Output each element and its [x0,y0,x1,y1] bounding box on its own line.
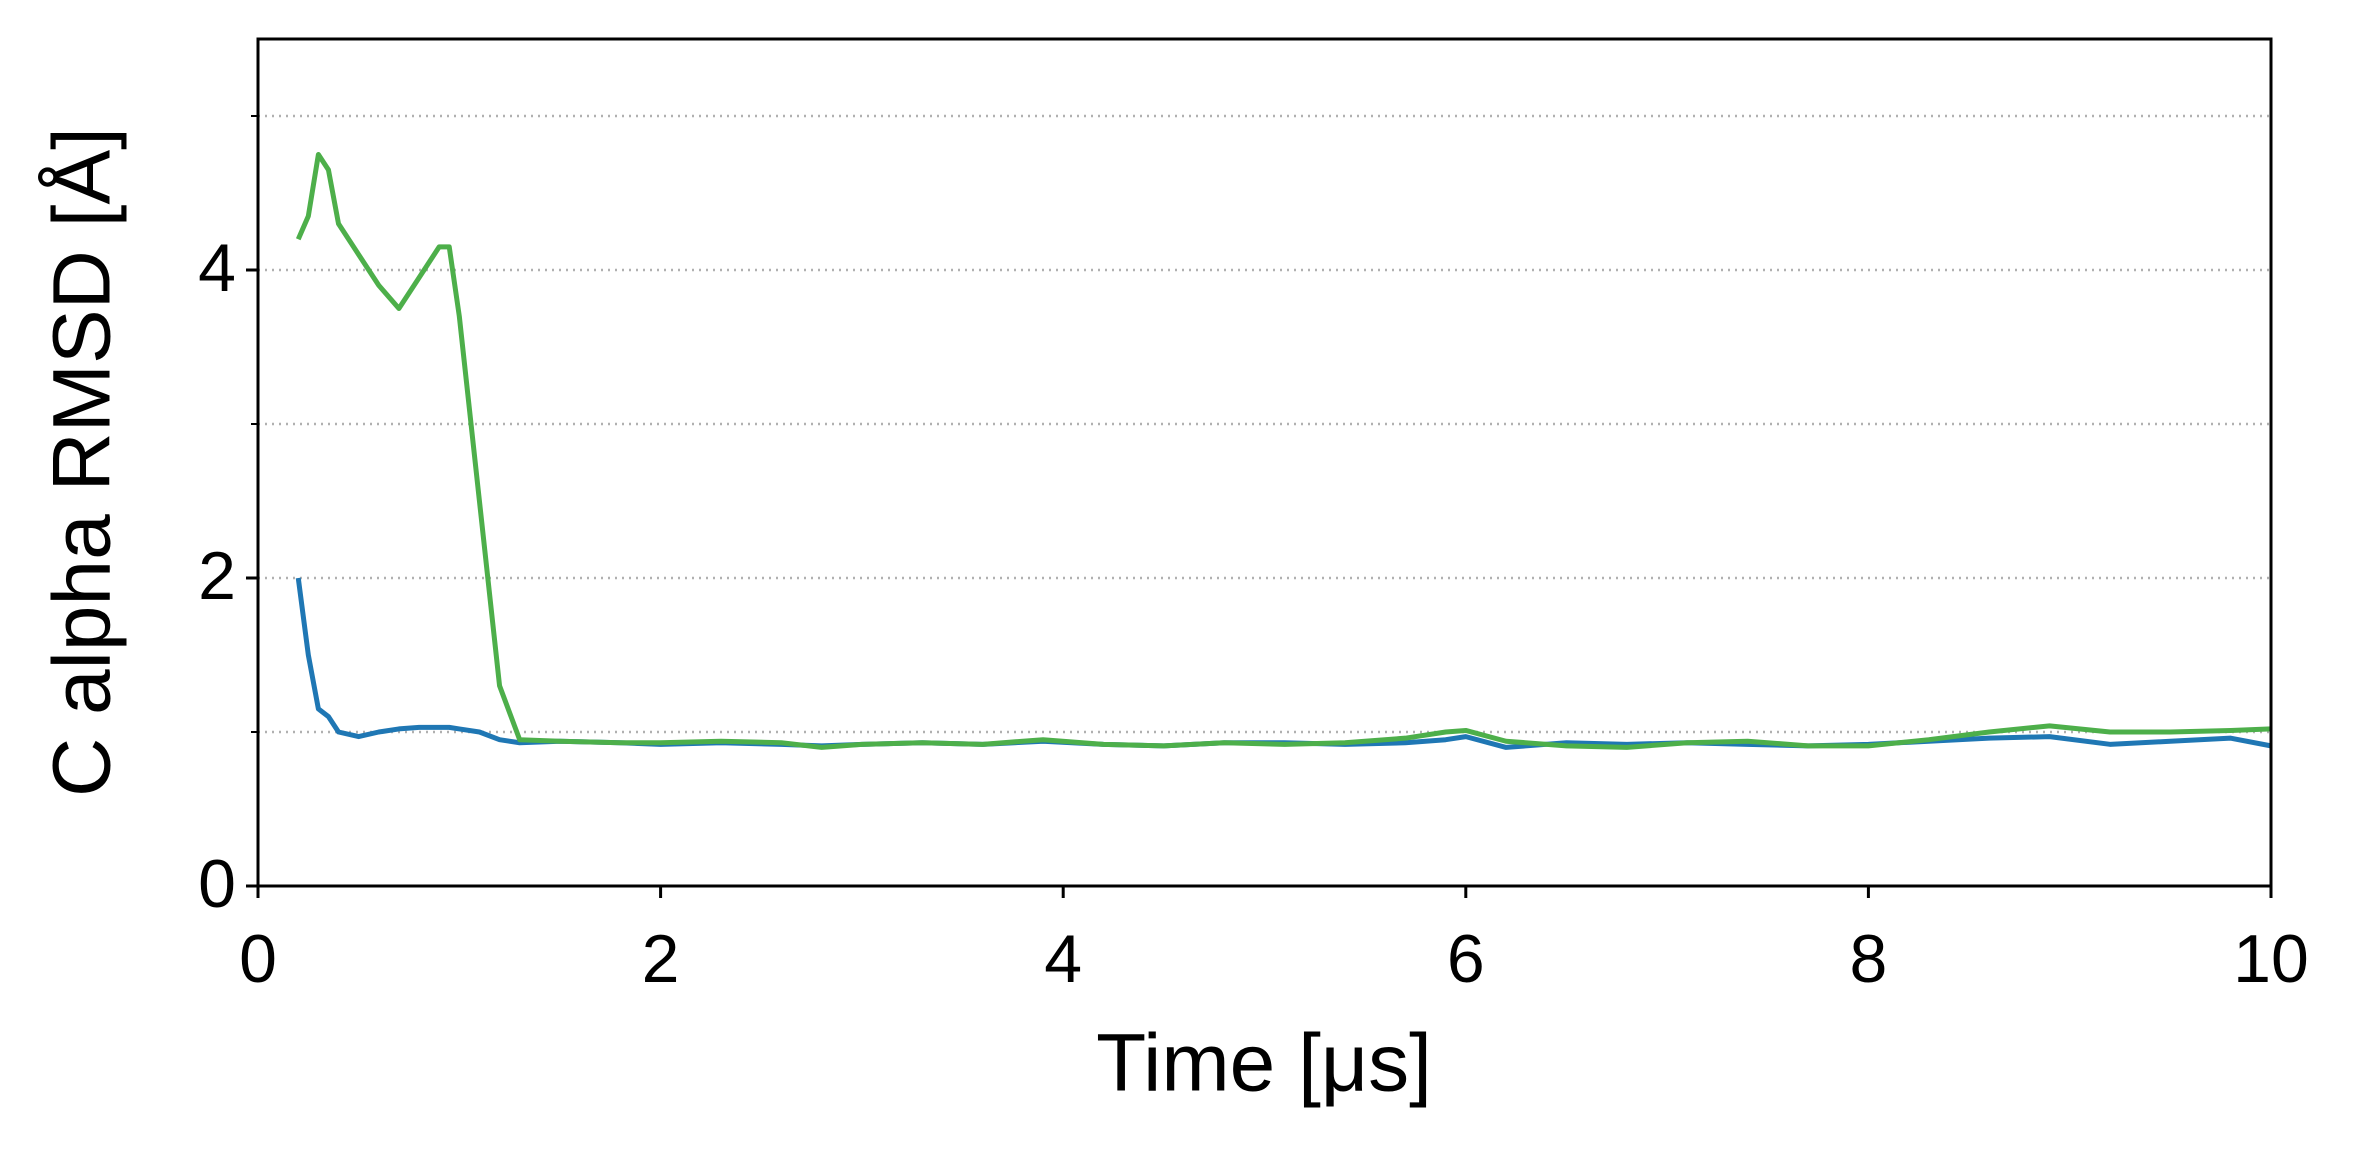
series-line [295,577,2272,750]
x-tick-label: 8 [1849,921,1887,997]
x-tick-label: 6 [1447,921,1485,997]
x-tick-label: 2 [642,921,680,997]
x-axis-label: Time [μs] [1096,1018,1432,1109]
x-tick-label: 10 [2233,921,2309,997]
y-tick-label: 4 [198,230,236,306]
plot-frame [256,37,2273,888]
x-tick-label: 0 [239,921,277,997]
y-tick-label: 2 [198,538,236,614]
x-tick-label: 4 [1044,921,1082,997]
y-tick-label: 0 [198,846,236,922]
y-axis-label: C alpha RMSD [Å] [37,127,128,797]
series-line [295,152,2272,750]
